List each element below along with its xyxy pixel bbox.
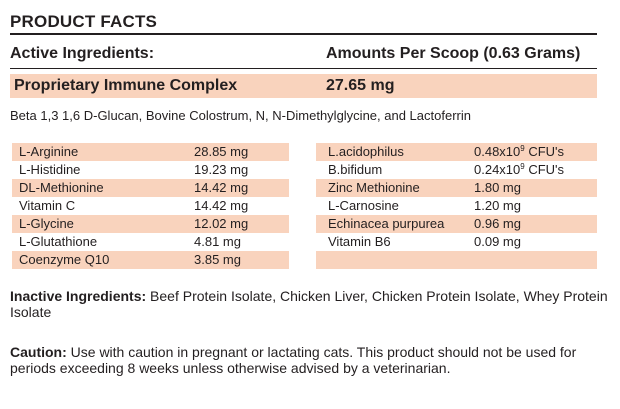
page-title: PRODUCT FACTS bbox=[10, 12, 158, 31]
ingredient-name: L-Carnosine bbox=[328, 198, 399, 213]
table-row bbox=[316, 251, 597, 269]
inactive-label: Inactive Ingredients: bbox=[10, 288, 147, 304]
caution-text: Use with caution in pregnant or lactatin… bbox=[10, 344, 577, 376]
amounts-heading: Amounts Per Scoop (0.63 Grams) bbox=[326, 45, 581, 62]
ingredient-amount: 19.23 mg bbox=[194, 162, 249, 177]
ingredient-amount: 0.48x109 CFU's bbox=[474, 143, 597, 161]
header-divider bbox=[10, 68, 597, 69]
complex-name: Proprietary Immune Complex bbox=[14, 77, 238, 94]
table-row: B.bifidum 0.24x109 CFU's bbox=[316, 161, 597, 179]
ingredient-amount: 3.85 mg bbox=[194, 251, 289, 269]
caution-label: Caution: bbox=[10, 344, 67, 360]
ingredient-name: L-Glycine bbox=[12, 215, 194, 233]
title-divider bbox=[10, 33, 597, 35]
table-row: Coenzyme Q10 3.85 mg bbox=[12, 251, 289, 269]
table-row: Zinc Methionine 1.80 mg bbox=[316, 179, 597, 197]
table-row: Vitamin C 14.42 mg bbox=[12, 197, 289, 215]
ingredient-name: Echinacea purpurea bbox=[316, 215, 474, 233]
ingredient-amount: 1.80 mg bbox=[474, 179, 597, 197]
ingredient-name: L-Arginine bbox=[12, 143, 194, 161]
proprietary-complex-row: Proprietary Immune Complex 27.65 mg bbox=[10, 74, 597, 98]
inactive-ingredients: Inactive Ingredients: Beef Protein Isola… bbox=[10, 288, 610, 320]
ingredients-table-right: L.acidophilus 0.48x109 CFU's B.bifidum 0… bbox=[316, 143, 597, 269]
table-row: L-Glutathione 4.81 mg bbox=[12, 233, 289, 251]
table-row: Vitamin B6 0.09 mg bbox=[316, 233, 597, 251]
complex-description: Beta 1,3 1,6 D-Glucan, Bovine Colostrum,… bbox=[10, 108, 471, 123]
ingredient-amount: 1.20 mg bbox=[474, 198, 521, 213]
ingredient-name: Vitamin B6 bbox=[328, 234, 391, 249]
table-row: Echinacea purpurea 0.96 mg bbox=[316, 215, 597, 233]
active-ingredients-heading: Active Ingredients: bbox=[10, 45, 155, 62]
ingredient-amount: 0.96 mg bbox=[474, 215, 597, 233]
ingredient-name: DL-Methionine bbox=[12, 179, 194, 197]
ingredient-amount: 0.09 mg bbox=[474, 234, 521, 249]
caution-note: Caution: Use with caution in pregnant or… bbox=[10, 344, 610, 376]
table-row: L-Histidine 19.23 mg bbox=[12, 161, 289, 179]
ingredient-amount: 12.02 mg bbox=[194, 215, 289, 233]
ingredients-table-left: L-Arginine 28.85 mg L-Histidine 19.23 mg… bbox=[12, 143, 289, 269]
ingredient-amount: 4.81 mg bbox=[194, 234, 241, 249]
ingredient-name: Vitamin C bbox=[19, 198, 76, 213]
ingredient-name: L.acidophilus bbox=[316, 143, 474, 161]
inactive-text: Beef Protein Isolate, Chicken Liver, Chi… bbox=[10, 288, 608, 320]
ingredient-name: B.bifidum bbox=[328, 162, 383, 177]
table-row: L.acidophilus 0.48x109 CFU's bbox=[316, 143, 597, 161]
table-row: L-Carnosine 1.20 mg bbox=[316, 197, 597, 215]
ingredient-amount: 14.42 mg bbox=[194, 198, 249, 213]
ingredient-amount: 0.24x109 CFU's bbox=[474, 162, 565, 177]
table-row: L-Glycine 12.02 mg bbox=[12, 215, 289, 233]
ingredient-name: L-Histidine bbox=[19, 162, 81, 177]
empty-cell bbox=[474, 251, 597, 269]
complex-amount: 27.65 mg bbox=[326, 77, 395, 94]
ingredient-amount: 14.42 mg bbox=[194, 179, 289, 197]
ingredient-name: L-Glutathione bbox=[19, 234, 98, 249]
table-row: L-Arginine 28.85 mg bbox=[12, 143, 289, 161]
empty-cell bbox=[316, 251, 474, 269]
ingredient-amount: 28.85 mg bbox=[194, 143, 289, 161]
table-row: DL-Methionine 14.42 mg bbox=[12, 179, 289, 197]
ingredient-name: Coenzyme Q10 bbox=[12, 251, 194, 269]
ingredient-name: Zinc Methionine bbox=[316, 179, 474, 197]
